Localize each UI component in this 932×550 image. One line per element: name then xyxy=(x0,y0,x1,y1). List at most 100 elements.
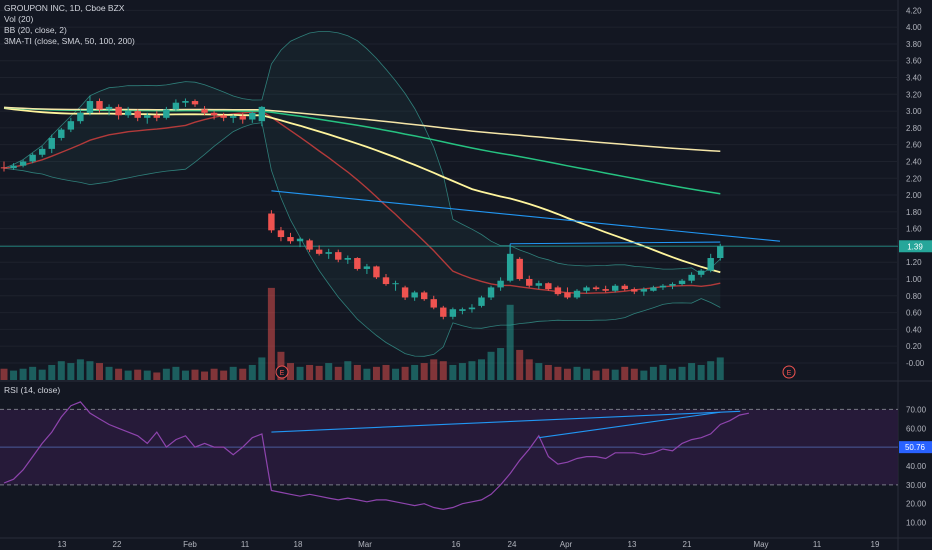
volume-bar xyxy=(707,361,715,380)
volume-bar xyxy=(124,370,132,380)
candle-body xyxy=(554,287,562,295)
volume-bar xyxy=(67,363,75,380)
volume-bar xyxy=(172,366,180,380)
candle-body xyxy=(602,289,609,291)
volume-bar xyxy=(630,368,638,380)
volume-bar xyxy=(210,368,218,380)
rsi-tick-label: 40.00 xyxy=(906,462,927,471)
volume-bar xyxy=(38,369,46,380)
rsi-trendline xyxy=(271,410,741,433)
volume-bar xyxy=(401,366,409,380)
candle-body xyxy=(545,283,552,290)
candle-body xyxy=(115,106,122,116)
volume-bar xyxy=(239,368,247,380)
volume-bar xyxy=(554,366,562,380)
candle-body xyxy=(478,297,485,306)
price-tick-label: 2.40 xyxy=(906,157,922,166)
time-tick-label: 13 xyxy=(628,540,637,549)
volume-bar xyxy=(439,361,447,380)
bollinger-upper xyxy=(3,31,721,275)
volume-bar xyxy=(535,363,543,380)
candle-body xyxy=(583,287,590,291)
rsi-value-badge xyxy=(899,441,932,454)
candle-body xyxy=(697,270,705,275)
volume-bar xyxy=(287,363,294,380)
candle-body xyxy=(335,252,342,260)
volume-bar xyxy=(506,304,514,380)
rsi-tick-label: 60.00 xyxy=(906,424,927,433)
volume-bar xyxy=(134,369,142,380)
candle-body xyxy=(354,258,361,269)
candle-body xyxy=(144,115,151,118)
volume-bar xyxy=(640,370,648,380)
legend-moving-averages[interactable]: 3MA-TI (close, SMA, 50, 100, 200) xyxy=(4,36,135,46)
volume-bar xyxy=(688,363,696,380)
candle-body xyxy=(220,115,227,118)
legend-volume[interactable]: Vol (20) xyxy=(4,14,34,24)
volume-bar xyxy=(334,366,342,380)
volume-bar xyxy=(468,361,476,380)
time-tick-label: 24 xyxy=(508,540,517,549)
time-tick-label: Apr xyxy=(560,540,573,549)
candle-body xyxy=(249,112,256,120)
volume-bar xyxy=(315,365,323,380)
candle-body xyxy=(506,253,514,281)
volume-bar xyxy=(220,370,228,380)
rsi-line xyxy=(3,401,750,511)
price-tick-label: 2.80 xyxy=(906,124,922,133)
volume-bar xyxy=(181,370,189,380)
price-tick-label: -0.00 xyxy=(906,359,925,368)
volume-bar xyxy=(411,364,419,380)
price-trendline-2 xyxy=(510,241,721,245)
candle-body xyxy=(717,246,724,259)
candle-body xyxy=(0,167,8,169)
volume-bar xyxy=(76,359,84,380)
candle-body xyxy=(707,258,714,271)
price-tick-label: 3.80 xyxy=(906,40,922,49)
volume-bar xyxy=(0,368,8,380)
candle-body xyxy=(449,309,457,317)
candle-body xyxy=(373,266,380,278)
candle-body xyxy=(134,111,141,118)
time-tick-label: 18 xyxy=(294,540,303,549)
candle-body xyxy=(39,148,46,155)
rsi-legend: RSI (14, close) xyxy=(4,385,60,396)
axis-badges: E E 1.39 50.76 xyxy=(275,240,932,454)
bollinger-basis xyxy=(3,110,721,295)
last-price-badge xyxy=(899,240,932,253)
time-tick-label: 13 xyxy=(58,540,67,549)
time-tick-label: 11 xyxy=(241,540,250,549)
candle-body xyxy=(296,238,304,242)
price-tick-label: 0.20 xyxy=(906,342,922,351)
candle-body xyxy=(163,109,170,118)
legend-title[interactable]: GROUPON INC, 1D, Cboe BZX xyxy=(4,3,125,13)
volume-bar xyxy=(191,369,199,380)
legend-bollinger[interactable]: BB (20, close, 2) xyxy=(4,25,67,35)
volume-bar xyxy=(153,372,161,380)
candle-body xyxy=(105,106,113,110)
candle-body xyxy=(172,102,180,110)
legend-rsi[interactable]: RSI (14, close) xyxy=(4,385,61,395)
candle-body xyxy=(96,101,103,110)
rsi-trendline-2 xyxy=(538,411,721,439)
volume-bar xyxy=(115,368,123,380)
candle-body xyxy=(67,121,75,130)
candle-body xyxy=(239,116,246,120)
time-tick-label: Feb xyxy=(183,540,197,549)
candle-body xyxy=(19,161,27,166)
volume-bar xyxy=(344,361,352,380)
candlesticks xyxy=(0,95,724,320)
volume-bar xyxy=(48,364,56,380)
candle-body xyxy=(401,287,409,298)
candle-body xyxy=(640,289,648,292)
time-axis: 13 22 Feb 11 18 Mar 16 24 Apr 13 21 May 11 19 xyxy=(58,540,880,549)
time-tick-label: 11 xyxy=(813,540,822,549)
candle-body xyxy=(392,283,399,285)
volume-bar xyxy=(697,364,705,380)
volume-bar xyxy=(363,368,371,380)
candle-body xyxy=(306,240,313,250)
candle-body xyxy=(440,307,447,317)
volume-bar xyxy=(659,364,667,380)
volume-bar xyxy=(296,366,304,380)
